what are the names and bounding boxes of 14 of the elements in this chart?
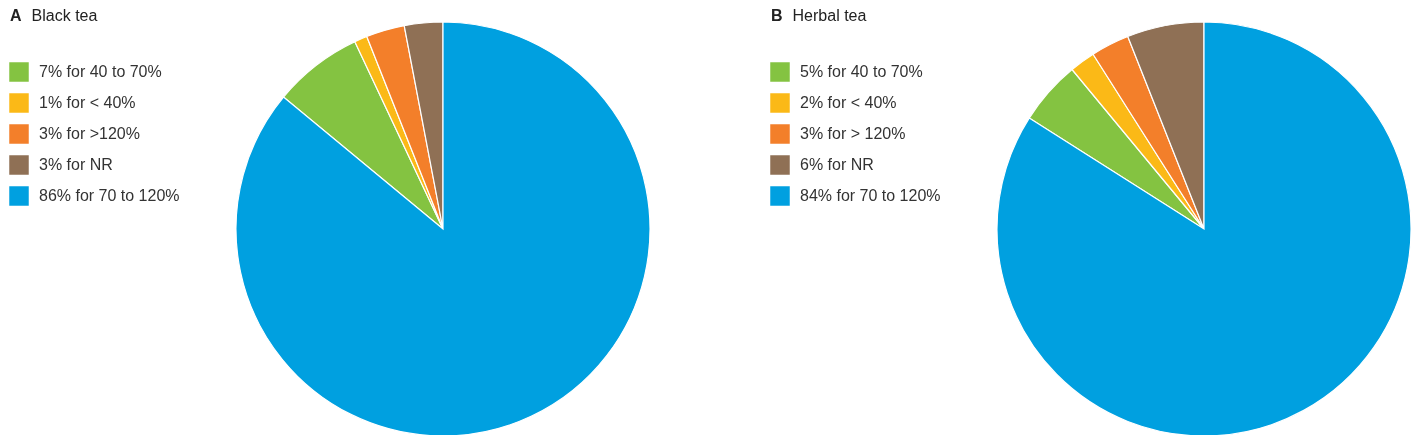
legend-label: 86% for 70 to 120% [39,187,180,204]
legend-label: 3% for > 120% [800,125,906,142]
text: A [10,7,22,24]
legend-label: 1% for < 40% [39,94,136,111]
legend-label: 7% for 40 to 70% [39,63,162,80]
legend-label: 3% for NR [39,156,113,173]
chart-title: Herbal tea [792,7,867,24]
chart-title: Black tea [31,7,98,24]
legend-label: 3% for >120% [39,125,140,142]
legend-label: 6% for NR [800,156,874,173]
legend-label: 5% for 40 to 70% [800,63,923,80]
legend-label: 84% for 70 to 120% [800,187,941,204]
text: B [771,7,783,24]
legend-label: 2% for < 40% [800,94,897,111]
